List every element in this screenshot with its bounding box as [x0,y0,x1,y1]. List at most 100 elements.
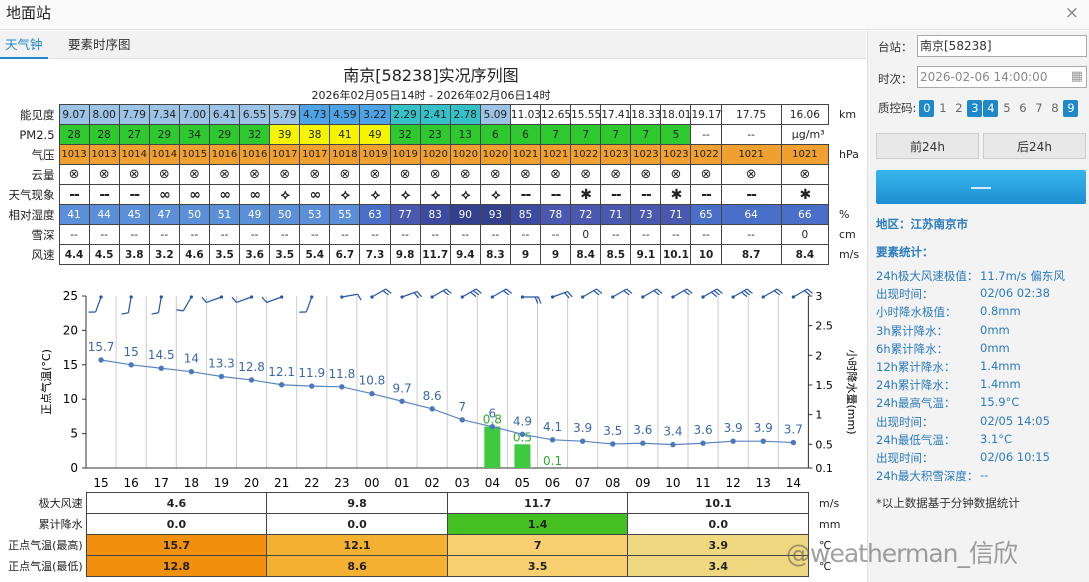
stat-key: 出现时间： [876,287,934,302]
x-tick-label: 09 [635,476,650,490]
grid-cell: 7.3 [359,244,391,265]
grid-cell: 4.73 [299,104,331,125]
grid-cell: 29 [208,124,241,145]
x-tick-label: 05 [515,476,530,490]
grid-cell: ⊗ [208,164,241,185]
grid-cell: -- [720,124,782,145]
grid-cell: -- [58,184,90,205]
stat-key: 小时降水极值： [876,305,957,320]
grid-cell: 34 [178,124,210,145]
qc-code-4[interactable]: 4 [983,100,999,117]
qc-code-7[interactable]: 7 [1035,101,1043,115]
grid-cell: 17.75 [720,104,782,125]
grid-cell: 6.55 [239,104,271,125]
grid-cell: -- [359,224,391,245]
summary-cell: 3.5 [446,555,629,577]
grid-cell: 66 [780,204,829,225]
grid-cell: ⊗ [269,164,301,185]
grid-row: PM2.5 28 28 27 29 34 29 32 39 38 41 49 32 23 13 6 6 7 7 7 7 5… [0,124,866,145]
x-tick-label: 12 [726,476,741,490]
grid-cell: 6 [479,124,511,145]
grid-cell: 8.4 [780,244,829,265]
row-label: 云量 [31,167,55,182]
grid-cell: 3.6 [239,244,271,265]
grid-cell: 7.34 [148,104,180,125]
summary-unit: ℃ [819,559,832,573]
grid-cell: 9.07 [58,104,90,125]
temperature-point [730,438,736,444]
time-label: 时次： [878,72,913,86]
precip-bar [484,426,501,468]
prev-24h-button[interactable]: 前24h [876,133,979,159]
summary-cell: 0.0 [266,513,448,535]
time-input[interactable]: 2026-02-06 14:00:00 ▦ [917,66,1087,88]
temperature-label: 15.7 [88,340,115,354]
summary-cell: 0.0 [627,513,810,535]
grid-cell: 8.5 [600,244,632,265]
tab-weather-clock[interactable]: 天气钟 [0,31,48,59]
grid-cell: ⊗ [178,164,210,185]
summary-cell: 0.0 [85,513,268,535]
grid-cell: 28 [88,124,120,145]
grid-cell: 49 [239,204,271,225]
qc-code-6[interactable]: 6 [1019,101,1027,115]
grid-cell: -- [630,224,662,245]
wind-barb-icon [701,288,723,299]
grid-cell: 32 [239,124,271,145]
x-tick-label: 02 [425,476,440,490]
qc-code-8[interactable]: 8 [1051,101,1059,115]
precip-label: 0.8 [483,412,502,426]
close-icon[interactable]: × [1064,3,1079,23]
temperature-point [790,439,797,446]
grid-cell: ⟡ [359,184,391,205]
tab-element-timeseries[interactable]: 要素时序图 [68,37,131,52]
grid-cell: -- [58,224,90,245]
temperature-point [399,398,405,404]
grid-cell: 1017 [269,144,301,165]
precip-label: 0.1 [543,454,562,468]
next-24h-button[interactable]: 后24h [983,133,1086,159]
grid-cell: 45 [118,204,150,225]
grid-cell: -- [690,224,722,245]
x-tick-label: 15 [93,476,108,490]
grid-cell: -- [690,124,722,145]
grid-cell: 41 [329,124,361,145]
query-button[interactable] [876,170,1086,204]
grid-cell: -- [329,224,361,245]
temperature-label: 3.9 [724,421,743,435]
y-tick-label-left: 5 [70,427,78,441]
stat-row: 24h最低气温： 3.1°C [876,432,1012,448]
qc-code-2[interactable]: 2 [955,101,963,115]
observation-grid: 能见度 9.07 8.00 7.79 7.34 7.00 6.41 6.55 5.79 4.73 4… [0,104,866,265]
grid-cell: 1023 [630,144,662,165]
temperature-label: 3.9 [754,421,773,435]
grid-cell: 6.41 [208,104,241,125]
stat-row: 出现时间： 02/05 14:05 [876,414,1050,430]
summary-label: 累计降水 [38,518,83,531]
grid-cell: 0 [570,224,602,245]
grid-cell: 29 [148,124,180,145]
wind-barb-icon [261,295,284,304]
summary-label: 正点气温(最高) [8,539,83,552]
qc-code-5[interactable]: 5 [1003,101,1011,115]
x-tick-label: 21 [274,476,289,490]
y-tick-label-right: 3 [815,290,822,303]
grid-cell: 1016 [208,144,241,165]
y-tick-label-right: 0.5 [815,438,833,451]
grid-cell: 9.8 [389,244,421,265]
grid-cell: -- [540,184,572,205]
grid-cell: ⊗ [329,164,361,185]
grid-cell: 7.79 [118,104,150,125]
calendar-icon[interactable]: ▦ [1070,69,1083,84]
wind-barb-icon [671,288,693,299]
qc-code-0[interactable]: 0 [919,100,935,117]
row-label: 能见度 [20,107,55,122]
qc-code-3[interactable]: 3 [967,100,983,117]
y-axis-label-left: 正点气温(°C) [39,349,53,415]
qc-code-9[interactable]: 9 [1063,100,1079,117]
station-input[interactable]: 南京[58238] [917,35,1087,57]
wind-barb-icon [400,290,423,299]
temperature-label: 3.7 [784,423,803,437]
summary-cell: 1.4 [446,513,629,535]
qc-code-1[interactable]: 1 [939,101,947,115]
